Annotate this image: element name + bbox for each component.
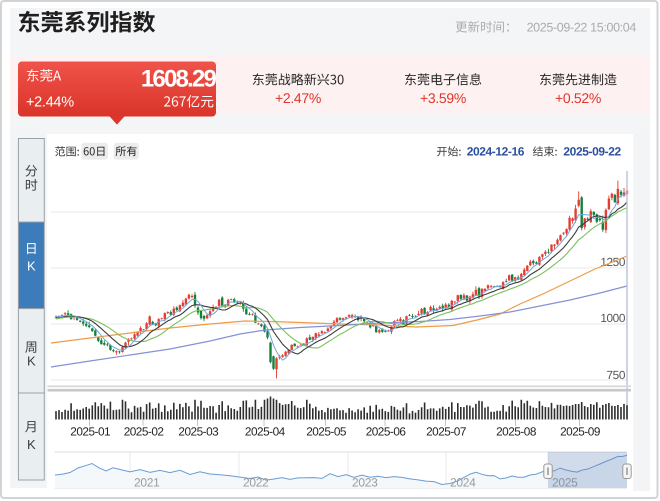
svg-text:K: K bbox=[27, 437, 36, 452]
svg-text:+2.47%: +2.47% bbox=[275, 90, 321, 106]
svg-text:+2.44%: +2.44% bbox=[26, 95, 74, 111]
svg-text:2025-06: 2025-06 bbox=[366, 425, 407, 439]
svg-text:2021: 2021 bbox=[134, 476, 160, 490]
svg-text:1608.29: 1608.29 bbox=[141, 66, 217, 93]
svg-text:2025-09: 2025-09 bbox=[560, 425, 600, 439]
svg-text:2025-03: 2025-03 bbox=[178, 425, 219, 439]
svg-text:2025: 2025 bbox=[552, 476, 578, 490]
svg-text:2025-04: 2025-04 bbox=[245, 425, 286, 439]
svg-text:2025-09-22 15:00:04: 2025-09-22 15:00:04 bbox=[527, 21, 637, 35]
svg-text:2025-05: 2025-05 bbox=[306, 425, 347, 439]
svg-text:2025-09-22: 2025-09-22 bbox=[563, 145, 621, 159]
svg-text:2024-12-16: 2024-12-16 bbox=[467, 145, 525, 159]
svg-text:K: K bbox=[27, 258, 36, 273]
svg-text:2022: 2022 bbox=[243, 476, 269, 490]
svg-text:2025-01: 2025-01 bbox=[70, 425, 110, 439]
svg-text:+0.52%: +0.52% bbox=[555, 90, 601, 106]
svg-text:2025-08: 2025-08 bbox=[496, 425, 537, 439]
svg-text:2023: 2023 bbox=[352, 476, 378, 490]
svg-text:2024: 2024 bbox=[450, 476, 476, 490]
svg-text:1000: 1000 bbox=[600, 311, 625, 325]
svg-text:750: 750 bbox=[607, 368, 626, 382]
svg-text:K: K bbox=[27, 354, 36, 369]
svg-text:2025-07: 2025-07 bbox=[426, 425, 466, 439]
svg-text:2025-02: 2025-02 bbox=[124, 425, 164, 439]
svg-text:+3.59%: +3.59% bbox=[420, 90, 466, 106]
